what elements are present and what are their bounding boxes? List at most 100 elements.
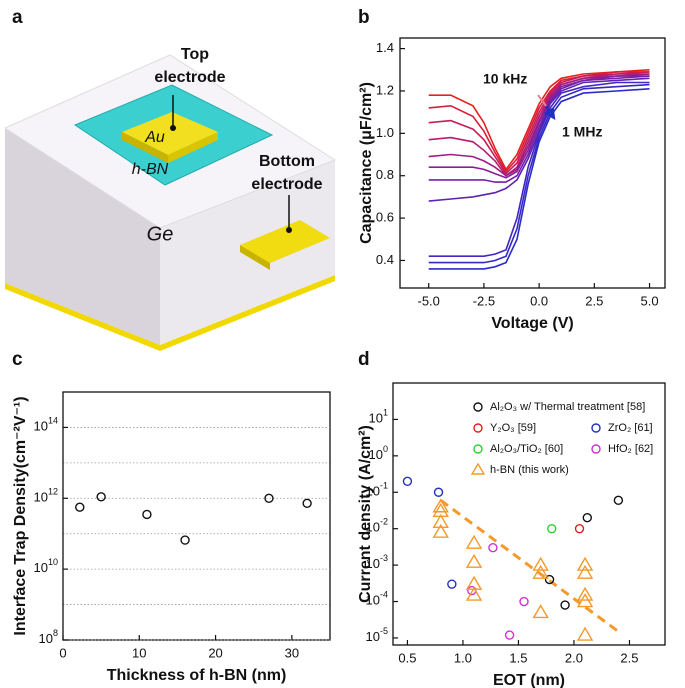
plot-frame xyxy=(392,382,666,646)
point xyxy=(547,523,557,534)
point xyxy=(576,593,594,608)
bottom-pad-edge xyxy=(240,245,270,270)
tick-exponent: -5 xyxy=(380,626,388,636)
point xyxy=(504,630,515,640)
x-tick-label: 2.0 xyxy=(565,650,583,665)
legend-marker xyxy=(591,423,601,433)
tick-exponent: -3 xyxy=(380,553,388,563)
cv-curve xyxy=(428,88,650,270)
tick-base: 10 xyxy=(369,411,383,426)
y-tick-label: 1010 xyxy=(34,558,58,576)
point xyxy=(576,564,594,579)
x-tick-label: -5.0 xyxy=(418,293,440,308)
point xyxy=(576,586,594,601)
legend-marker xyxy=(473,402,483,412)
x-tick-label: 20 xyxy=(208,645,222,660)
legend-label: HfO₂ [62] xyxy=(608,443,653,455)
label: Top xyxy=(181,46,209,63)
panel-label: d xyxy=(358,349,370,370)
x-tick-label: 10 xyxy=(132,645,146,660)
x-axis-title: Voltage (V) xyxy=(491,315,573,332)
y-tick-label: 10-3 xyxy=(366,553,388,571)
label: Bottom xyxy=(259,153,315,170)
tick-exponent: 8 xyxy=(53,628,58,638)
x-tick-label: -2.5 xyxy=(473,293,495,308)
panel-label: c xyxy=(12,349,23,370)
legend-label: h-BN (this work) xyxy=(490,464,569,476)
y-tick-label: 108 xyxy=(39,628,58,646)
point xyxy=(75,502,85,512)
y-tick-label: 0.8 xyxy=(376,167,394,182)
tick-base: 10 xyxy=(366,520,380,535)
point xyxy=(264,493,274,503)
x-tick-label: 0.0 xyxy=(530,293,548,308)
point xyxy=(560,600,570,610)
tick-exponent: -2 xyxy=(380,517,388,527)
point xyxy=(576,556,594,571)
arrow xyxy=(543,105,556,120)
tick-base: 10 xyxy=(34,561,48,576)
legend-label: Y₂O₃ [59] xyxy=(490,422,536,434)
schematic: a Top electrode Au h-BN Bottom electrode… xyxy=(3,7,337,351)
y-tick-label: 1.4 xyxy=(376,40,394,55)
x-tick-label: 1.5 xyxy=(509,650,527,665)
label: h-BN xyxy=(132,161,169,178)
legend-marker xyxy=(473,444,483,454)
cv-curve xyxy=(428,71,650,175)
legend-label: Al₂O₃/TiO₂ [60] xyxy=(490,443,563,455)
y-tick-label: 10-5 xyxy=(366,626,388,644)
point xyxy=(432,523,449,538)
y-axis-title: Interface Trap Density(cm⁻²V⁻¹) xyxy=(12,396,29,635)
point xyxy=(180,535,190,545)
point xyxy=(96,492,106,502)
y-tick-label: 10-1 xyxy=(366,481,388,499)
y-tick-label: 100 xyxy=(369,444,388,462)
tick-base: 10 xyxy=(366,484,380,499)
y-tick-label: 10-4 xyxy=(366,590,388,608)
arrow xyxy=(537,94,547,107)
legend-marker xyxy=(470,462,486,475)
cv-curve xyxy=(428,75,650,183)
bottom-layer xyxy=(5,275,335,351)
x-axis-title: EOT (nm) xyxy=(493,672,565,688)
legend-label: Al₂O₃ w/ Thermal treatment [58] xyxy=(490,401,645,413)
x-tick-label: 5.0 xyxy=(641,293,659,308)
label: Ge xyxy=(147,223,174,245)
legend-marker xyxy=(473,423,483,433)
bottom-pad xyxy=(240,220,330,263)
point xyxy=(574,523,585,534)
x-tick-label: 0.5 xyxy=(398,650,416,665)
y-tick-label: 1.0 xyxy=(376,125,394,140)
panel-label: a xyxy=(12,7,23,28)
tick-base: 10 xyxy=(34,490,48,505)
cv-curve xyxy=(428,81,650,257)
point xyxy=(433,487,444,497)
tick-base: 10 xyxy=(39,631,53,646)
cv-curve xyxy=(428,73,650,177)
point xyxy=(532,604,549,619)
tick-exponent: 1 xyxy=(383,408,388,418)
cv-curve xyxy=(428,69,650,171)
point xyxy=(432,498,449,513)
x-tick-label: 2.5 xyxy=(620,650,638,665)
cv-curve xyxy=(428,77,650,202)
point xyxy=(576,626,594,641)
x-tick-label: 2.5 xyxy=(585,293,603,308)
point xyxy=(302,498,312,509)
tick-base: 10 xyxy=(369,447,383,462)
point xyxy=(465,553,483,568)
point xyxy=(488,543,498,553)
x-tick-label: 30 xyxy=(285,645,299,660)
plot-frame xyxy=(62,391,331,641)
label: electrode xyxy=(251,176,322,193)
au-top xyxy=(122,112,218,155)
y-axis-title: Current density (A/cm²) xyxy=(357,425,374,603)
point xyxy=(447,579,457,589)
point xyxy=(142,509,152,520)
tick-exponent: 14 xyxy=(48,416,58,426)
point xyxy=(582,513,592,523)
leader-dot xyxy=(286,227,292,233)
au-front xyxy=(122,132,168,163)
annotation: 1 MHz xyxy=(562,124,602,140)
